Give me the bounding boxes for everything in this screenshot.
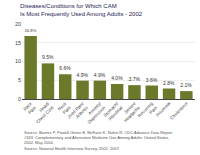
svg-text:Stomach/Intestinal: Stomach/Intestinal xyxy=(102,100,124,122)
svg-text:10: 10 xyxy=(15,58,21,64)
svg-text:Source: Barnes P, Powell-Grine: Source: Barnes P, Powell-Griner E, McFan… xyxy=(24,130,173,151)
svg-text:BackPain: BackPain xyxy=(22,100,37,115)
svg-text:Cholesterol: Cholesterol xyxy=(169,101,189,121)
svg-text:4.9%: 4.9% xyxy=(77,72,89,78)
svg-text:16.8%: 16.8% xyxy=(24,28,36,33)
svg-text:15: 15 xyxy=(15,40,21,46)
svg-text:3.7%: 3.7% xyxy=(128,76,140,82)
svg-text:RecurringPain: RecurringPain xyxy=(137,101,159,123)
svg-text:Insomnia: Insomnia xyxy=(155,101,172,118)
svg-text:2.1%: 2.1% xyxy=(180,82,192,88)
svg-text:9.5%: 9.5% xyxy=(42,54,54,60)
svg-text:4.9%: 4.9% xyxy=(94,72,106,78)
svg-text:Joint Pain/Arthritis: Joint Pain/Arthritis xyxy=(66,100,89,123)
svg-text:5: 5 xyxy=(18,77,21,83)
svg-text:Diseases/Conditions for Which: Diseases/Conditions for Which CAMIs Most… xyxy=(20,3,143,17)
svg-text:Head/Chest Cold: Head/Chest Cold xyxy=(31,100,55,124)
svg-text:NeckPain: NeckPain xyxy=(57,100,72,115)
svg-text:6.6%: 6.6% xyxy=(59,65,71,71)
svg-text:2.8%: 2.8% xyxy=(163,80,175,86)
svg-text:4.0%: 4.0% xyxy=(111,75,123,81)
svg-text:3.6%: 3.6% xyxy=(146,77,158,83)
svg-text:20: 20 xyxy=(15,21,21,27)
svg-text:0: 0 xyxy=(18,96,21,102)
svg-text:Anxiety/Depression: Anxiety/Depression xyxy=(83,100,107,124)
svg-text:SevereHeadache: SevereHeadache xyxy=(119,101,142,124)
